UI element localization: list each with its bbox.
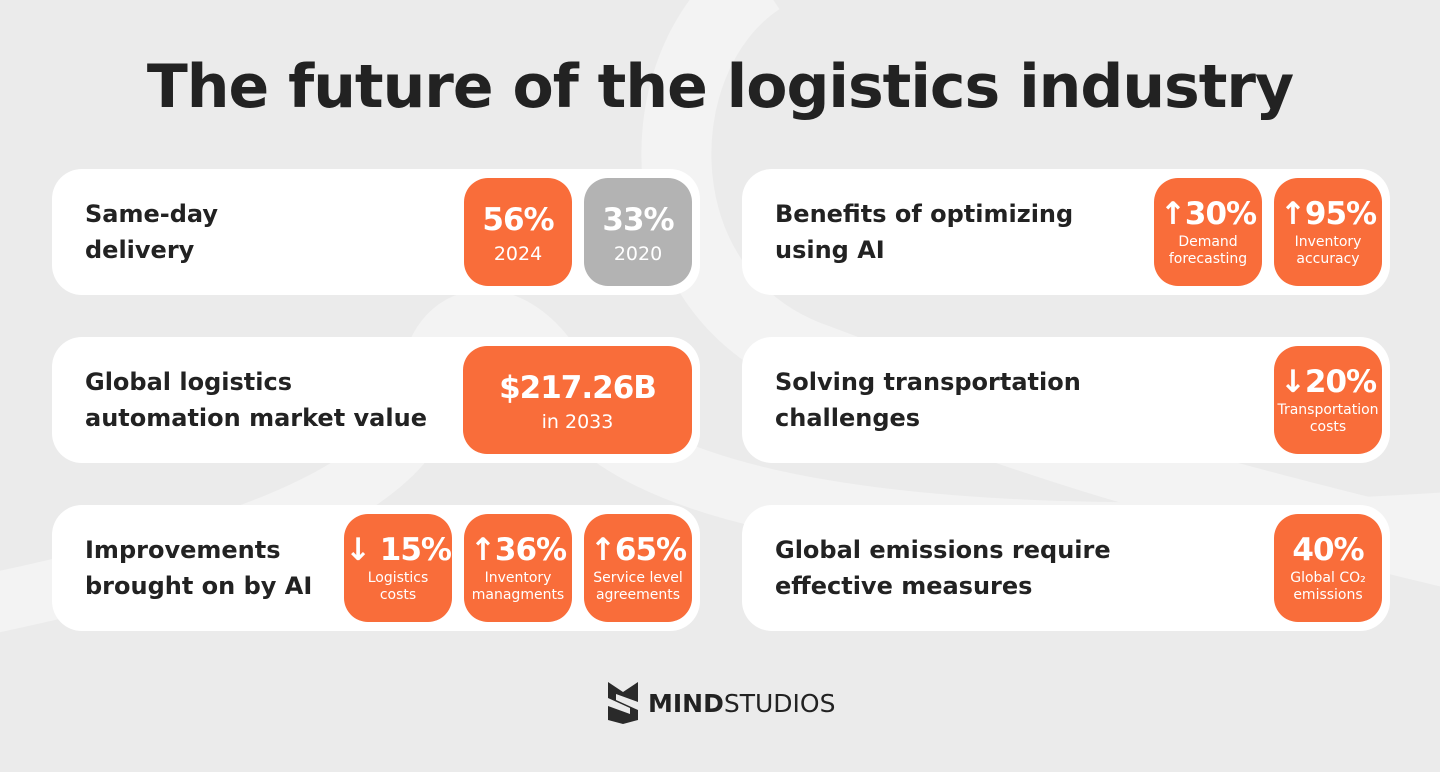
logo-mark	[608, 682, 638, 724]
badge-caption: 2020	[613, 242, 663, 265]
stat-badge: 56% 2024	[464, 178, 572, 286]
badge-caption: 2024	[493, 242, 543, 265]
badge-caption: Transportation costs	[1277, 402, 1379, 435]
label-line: Same-day	[85, 200, 219, 228]
badge-caption: Inventory managments	[471, 570, 565, 603]
badge-caption: in 2033	[541, 410, 614, 433]
card-label: Global logistics automation market value	[85, 337, 427, 463]
badge-value: 40%	[1292, 532, 1364, 568]
badge-value: $217.26B	[499, 369, 657, 406]
label-line: effective measures	[775, 572, 1033, 600]
stat-card: Improvements brought on by AI ↓ 15% Logisti…	[52, 505, 700, 631]
label-line: Global emissions require	[775, 536, 1111, 564]
badge-value: ↑36%	[469, 532, 567, 568]
card-label: Improvements brought on by AI	[85, 505, 312, 631]
stat-card: Global logistics automation market value $…	[52, 337, 700, 463]
label-line: Global logistics	[85, 368, 292, 396]
logo-bold: MIND	[648, 688, 724, 718]
badge-caption: Global CO₂ emissions	[1290, 570, 1366, 603]
stat-badge: ↑95% Inventory accuracy	[1274, 178, 1382, 286]
badge-caption: Inventory accuracy	[1294, 234, 1362, 267]
badge-value: 33%	[602, 201, 674, 238]
badge-caption: Logistics costs	[367, 570, 429, 603]
stat-badge: $217.26B in 2033	[463, 346, 692, 454]
stat-badge: ↓ 15% Logistics costs	[344, 514, 452, 622]
label-line: using AI	[775, 236, 885, 264]
stat-card: Global emissions require effective measur…	[742, 505, 1390, 631]
label-line: challenges	[775, 404, 921, 432]
badge-value: ↓20%	[1279, 364, 1377, 400]
label-line: delivery	[85, 236, 195, 264]
label-line: automation market value	[85, 404, 427, 432]
label-line: Solving transportation	[775, 368, 1081, 396]
stat-card: Benefits of optimizing using AI ↑30% Demand…	[742, 169, 1390, 295]
logo: MINDSTUDIOS	[606, 680, 835, 726]
label-line: Improvements	[85, 536, 281, 564]
badge-value: ↑65%	[589, 532, 687, 568]
card-label: Benefits of optimizing using AI	[775, 169, 1073, 295]
badge-value: ↓ 15%	[345, 532, 452, 568]
card-label: Global emissions require effective measur…	[775, 505, 1111, 631]
stat-card: Same-day delivery 56% 2024 33% 2020	[52, 169, 700, 295]
stat-badge: ↑36% Inventory managments	[464, 514, 572, 622]
badge-value: ↑95%	[1279, 196, 1377, 232]
badge-caption: Demand forecasting	[1168, 234, 1248, 267]
badge-caption: Service level agreements	[593, 570, 683, 603]
label-line: brought on by AI	[85, 572, 313, 600]
logo-regular: STUDIOS	[723, 688, 836, 718]
stat-badge: ↑65% Service level agreements	[584, 514, 692, 622]
stat-badge: ↑30% Demand forecasting	[1154, 178, 1262, 286]
card-label: Solving transportation challenges	[775, 337, 1081, 463]
badge-value: 56%	[482, 201, 554, 238]
title: The future of the logistics industry	[146, 52, 1294, 122]
card-label: Same-day delivery	[85, 169, 218, 295]
stat-card: Solving transportation challenges ↓20% Tran…	[742, 337, 1390, 463]
stat-badge: 33% 2020	[584, 178, 692, 286]
label-line: Benefits of optimizing	[775, 200, 1074, 228]
badge-value: ↑30%	[1159, 196, 1257, 232]
stat-badge: 40% Global CO₂ emissions	[1274, 514, 1382, 622]
stat-badge: ↓20% Transportation costs	[1274, 346, 1382, 454]
